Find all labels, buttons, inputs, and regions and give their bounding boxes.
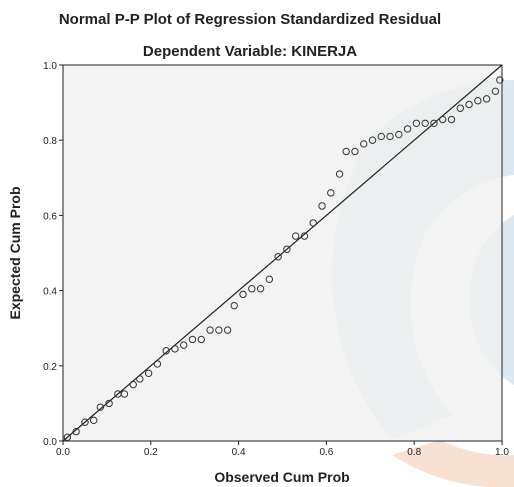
axis-ticks: [59, 64, 503, 445]
y-tick-label: 0.2: [43, 362, 57, 373]
data-point: [335, 170, 344, 178]
reference-line: [62, 64, 503, 442]
data-point: [105, 399, 113, 408]
data-point: [256, 285, 265, 293]
data-point: [63, 433, 72, 441]
data-point: [465, 100, 473, 109]
data-point: [368, 136, 377, 144]
y-tick-label: 0.8: [43, 136, 57, 147]
data-point: [309, 219, 317, 227]
data-point: [153, 360, 162, 368]
data-point: [230, 301, 238, 310]
data-point: [180, 341, 188, 349]
data-point: [439, 115, 447, 124]
y-tick-label: 1.0: [43, 61, 57, 72]
data-point: [215, 326, 223, 334]
data-point: [300, 232, 309, 240]
data-point: [351, 147, 359, 156]
x-tick-label: 1.0: [495, 447, 509, 458]
data-point: [81, 418, 89, 426]
x-tick-label: 0.6: [319, 447, 333, 458]
data-point: [144, 369, 153, 378]
data-point: [96, 403, 105, 411]
data-point: [223, 326, 232, 334]
data-point: [496, 76, 504, 84]
data-point: [274, 253, 282, 261]
x-tick-label: 0.8: [407, 447, 421, 458]
data-point: [291, 232, 300, 240]
y-tick-label: 0.4: [43, 287, 57, 298]
data-point: [491, 87, 500, 96]
data-point: [188, 335, 197, 344]
data-point: [395, 130, 403, 139]
x-tick-label: 0.0: [56, 447, 70, 458]
data-point: [327, 189, 335, 197]
data-point: [403, 125, 412, 133]
data-point: [318, 202, 326, 210]
data-point: [430, 119, 438, 127]
data-points: [63, 76, 504, 441]
data-point: [197, 335, 205, 344]
data-point: [447, 115, 456, 124]
data-point: [421, 119, 429, 127]
data-point: [474, 97, 482, 105]
y-tick-label: 0.6: [43, 211, 57, 222]
y-axis-label: Expected Cum Prob: [7, 186, 23, 319]
data-point: [171, 345, 179, 353]
data-point: [265, 275, 274, 284]
data-point: [120, 390, 129, 398]
chart-title: Normal P-P Plot of Regression Standardiz…: [59, 11, 441, 28]
data-point: [342, 147, 350, 156]
watermark-arc-orange: [392, 440, 514, 487]
data-point: [386, 132, 394, 141]
x-axis-label: Observed Cum Prob: [214, 469, 349, 485]
y-tick-label: 0.0: [43, 437, 57, 448]
data-point: [248, 285, 256, 293]
data-point: [283, 245, 291, 253]
data-point: [482, 95, 491, 103]
data-point: [72, 427, 80, 436]
data-point: [412, 119, 421, 127]
data-point: [129, 380, 137, 389]
data-point: [456, 104, 464, 112]
x-tick-label: 0.4: [232, 447, 246, 458]
data-point: [162, 347, 170, 355]
chart-subtitle: Dependent Variable: KINERJA: [143, 43, 357, 60]
data-point: [360, 140, 368, 148]
data-point: [90, 416, 98, 425]
data-point: [206, 326, 214, 334]
x-tick-label: 0.2: [144, 447, 158, 458]
data-point: [239, 290, 247, 299]
axis-tick-labels: 0.0 0.2 0.4 0.6 0.8 1.0 0.0 0.2 0.4 0.6 0.8 1.0: [43, 61, 509, 458]
data-point: [136, 375, 144, 383]
data-point: [377, 132, 385, 141]
